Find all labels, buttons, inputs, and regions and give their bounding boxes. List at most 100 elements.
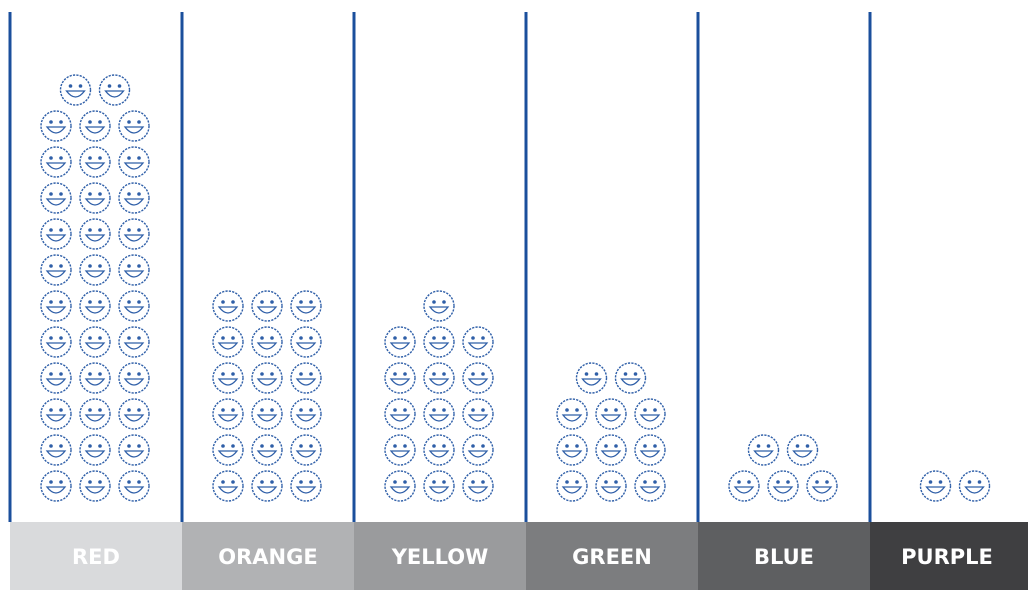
category-label: ORANGE — [218, 545, 317, 569]
smiley-face-icon — [290, 362, 322, 394]
smiley-face-icon — [251, 434, 283, 466]
smiley-face-icon — [384, 398, 416, 430]
smiley-face-icon — [423, 362, 455, 394]
smiley-face-icon — [40, 434, 72, 466]
smiley-face-icon — [212, 362, 244, 394]
category-label: PURPLE — [901, 545, 993, 569]
smiley-face-icon — [251, 470, 283, 502]
smiley-face-icon — [423, 398, 455, 430]
smiley-face-icon — [98, 74, 131, 106]
smiley-face-icon — [728, 470, 760, 502]
category-label-background — [10, 522, 182, 590]
smiley-face-icon — [118, 254, 150, 286]
smiley-face-icon — [575, 362, 608, 394]
smiley-face-icon — [614, 362, 647, 394]
smiley-face-icon — [118, 362, 150, 394]
bar-orange — [212, 290, 322, 502]
category-label-background — [698, 522, 870, 590]
smiley-face-icon — [79, 218, 111, 250]
smiley-face-icon — [79, 398, 111, 430]
category-labels: RED ORANGE YELLOW GREEN BLUE PURPLE — [10, 522, 1028, 590]
smiley-face-icon — [462, 470, 494, 502]
smiley-face-icon — [423, 290, 455, 322]
smiley-face-icon — [251, 362, 283, 394]
smiley-face-icon — [462, 398, 494, 430]
smiley-face-icon — [290, 326, 322, 358]
smiley-face-icon — [118, 398, 150, 430]
bar-blue — [728, 434, 838, 502]
smiley-face-icon — [384, 470, 416, 502]
category-label-background — [354, 522, 526, 590]
smiley-face-icon — [118, 470, 150, 502]
smiley-face-icon — [423, 470, 455, 502]
smiley-face-icon — [40, 182, 72, 214]
smiley-face-icon — [118, 110, 150, 142]
smiley-face-icon — [118, 434, 150, 466]
smiley-face-icon — [767, 470, 799, 502]
smiley-face-icon — [290, 434, 322, 466]
smiley-face-icon — [40, 326, 72, 358]
smiley-face-icon — [212, 398, 244, 430]
smiley-face-icon — [786, 434, 819, 466]
smiley-face-icon — [79, 434, 111, 466]
icon-groups — [40, 74, 991, 502]
category-label: YELLOW — [391, 545, 489, 569]
smiley-face-icon — [919, 470, 952, 502]
smiley-face-icon — [79, 146, 111, 178]
smiley-face-icon — [462, 326, 494, 358]
bar-red — [40, 74, 150, 502]
smiley-face-icon — [40, 362, 72, 394]
smiley-face-icon — [212, 470, 244, 502]
smiley-face-icon — [384, 434, 416, 466]
smiley-face-icon — [290, 398, 322, 430]
smiley-face-icon — [212, 290, 244, 322]
category-label: GREEN — [572, 545, 652, 569]
bar-green — [556, 362, 666, 502]
category-label: BLUE — [754, 545, 814, 569]
category-label-background — [526, 522, 698, 590]
smiley-face-icon — [958, 470, 991, 502]
category-label-background — [182, 522, 354, 590]
smiley-face-icon — [212, 434, 244, 466]
smiley-face-icon — [462, 434, 494, 466]
bar-yellow — [384, 290, 494, 502]
smiley-face-icon — [59, 74, 92, 106]
smiley-face-icon — [79, 110, 111, 142]
smiley-face-icon — [634, 470, 666, 502]
smiley-face-icon — [384, 362, 416, 394]
smiley-face-icon — [40, 146, 72, 178]
smiley-face-icon — [251, 326, 283, 358]
smiley-face-icon — [40, 290, 72, 322]
smiley-face-icon — [634, 398, 666, 430]
smiley-face-icon — [556, 398, 588, 430]
smiley-face-icon — [212, 326, 244, 358]
smiley-face-icon — [79, 254, 111, 286]
smiley-face-icon — [556, 434, 588, 466]
smiley-face-icon — [634, 434, 666, 466]
smiley-face-icon — [79, 290, 111, 322]
smiley-face-icon — [423, 434, 455, 466]
smiley-face-icon — [40, 254, 72, 286]
smiley-face-icon — [251, 290, 283, 322]
smiley-face-icon — [806, 470, 838, 502]
smiley-face-icon — [118, 146, 150, 178]
smiley-face-icon — [290, 290, 322, 322]
smiley-face-icon — [118, 218, 150, 250]
smiley-face-icon — [118, 326, 150, 358]
bar-purple — [919, 470, 991, 502]
smiley-face-icon — [747, 434, 780, 466]
smiley-face-icon — [79, 470, 111, 502]
smiley-face-icon — [118, 290, 150, 322]
smiley-face-icon — [595, 470, 627, 502]
smiley-face-icon — [79, 182, 111, 214]
smiley-face-icon — [40, 398, 72, 430]
smiley-face-icon — [251, 398, 283, 430]
smiley-face-icon — [595, 398, 627, 430]
smiley-face-icon — [290, 470, 322, 502]
smiley-face-icon — [40, 218, 72, 250]
smiley-face-icon — [384, 326, 416, 358]
smiley-face-icon — [79, 362, 111, 394]
smiley-face-icon — [118, 182, 150, 214]
plot-background — [0, 0, 1028, 522]
smiley-face-icon — [556, 470, 588, 502]
